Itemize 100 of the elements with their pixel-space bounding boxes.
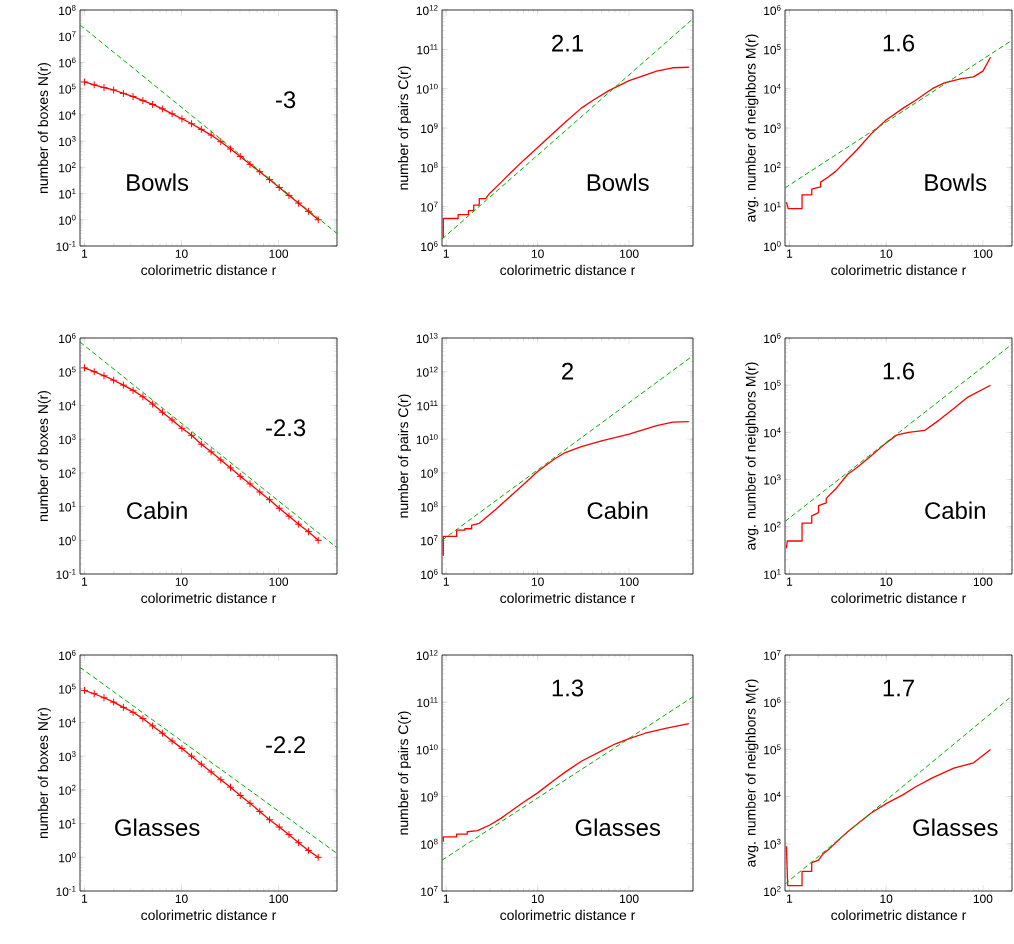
point (314, 536, 323, 545)
y-tick-label: 10$^{8}$ (421, 501, 438, 512)
annotation: 1.6 (883, 34, 915, 52)
point (158, 408, 167, 417)
point (80, 363, 89, 372)
point (187, 119, 196, 128)
annotation: Glasses (913, 818, 998, 837)
point (275, 823, 284, 832)
y-tick-label: 10$^{11}$ (417, 697, 438, 708)
point (138, 392, 147, 401)
y-tick-label: 10$^{3}$ (764, 474, 781, 485)
point (177, 744, 186, 753)
point (226, 463, 235, 472)
y-tick-label: 10$^{0}$ (59, 535, 76, 546)
y-tick-label: 10$^{3}$ (59, 751, 76, 762)
point (197, 760, 206, 769)
point (129, 386, 138, 395)
y-tick-label: 10$^{0}$ (59, 214, 76, 225)
y-tick-label: 10$^{7}$ (764, 650, 781, 660)
y-tick-label: 10$^{10}$ (416, 83, 438, 94)
point (284, 830, 293, 839)
y-tick-label: 10$^{1}$ (764, 569, 781, 579)
annotation: -2.3 (266, 419, 306, 437)
point (207, 131, 216, 140)
point (304, 527, 313, 536)
y-tick-label: 10$^{5}$ (764, 44, 781, 55)
y-tick-label: 10$^{12}$ (416, 366, 438, 377)
point (158, 104, 167, 113)
x-axis-title: colorimetric distance r (500, 909, 636, 921)
point (119, 381, 128, 390)
y-tick-label: 10$^{7}$ (421, 886, 438, 896)
x-tick-label: 10 (175, 894, 188, 903)
point (255, 807, 264, 816)
point (158, 729, 167, 738)
point (197, 440, 206, 449)
y-tick-label: 10$^{4}$ (59, 400, 76, 411)
x-tick-label: 10 (880, 577, 893, 586)
y-tick-label: 10$^{6}$ (421, 569, 438, 580)
point (90, 80, 99, 89)
point (109, 698, 118, 707)
point (207, 767, 216, 776)
y-tick-label: 10$^{3}$ (764, 122, 781, 133)
point (265, 495, 274, 504)
y-tick-label: 10$^{4}$ (764, 791, 781, 802)
x-axis-title: colorimetric distance r (141, 264, 277, 276)
point (265, 815, 274, 824)
y-axis-title: avg. number of neighbors M(r) (745, 34, 759, 222)
y-tick-label: 10$^{11}$ (417, 400, 438, 411)
y-tick-label: 10$^{1}$ (59, 501, 76, 512)
annotation: Cabin (587, 501, 648, 520)
y-tick-label: 10$^{2}$ (764, 162, 781, 173)
y-tick-label: 10$^{12}$ (416, 650, 438, 661)
point (129, 708, 138, 717)
point (138, 96, 147, 105)
x-tick-label: 10 (531, 249, 544, 258)
point (304, 846, 313, 855)
point (236, 152, 245, 161)
point (148, 721, 157, 730)
point (129, 92, 138, 101)
annotation: 1.3 (552, 679, 584, 697)
point (304, 207, 313, 216)
y-tick-label: 10$^{7}$ (59, 31, 76, 42)
annotation: Bowls (587, 173, 649, 192)
point (284, 512, 293, 521)
point (100, 83, 108, 92)
annotation: Bowls (127, 173, 189, 192)
point (80, 77, 89, 86)
y-axis-title: number of boxes N(r) (37, 391, 51, 521)
y-tick-label: 10$^{6}$ (764, 333, 781, 344)
point (109, 86, 118, 94)
x-axis-title: colorimetric distance r (831, 909, 967, 921)
y-tick-label: 10$^{10}$ (416, 744, 438, 755)
x-axis-title: colorimetric distance r (141, 909, 277, 921)
annotation: 2.1 (552, 34, 583, 52)
point (236, 472, 245, 481)
point (177, 424, 186, 433)
point (236, 791, 245, 800)
point (119, 703, 128, 712)
y-tick-label: 10$^{9}$ (421, 467, 438, 478)
y-tick-label: 10$^{0}$ (59, 852, 76, 863)
annotation: -3 (276, 91, 296, 109)
point (294, 199, 303, 208)
point (197, 125, 206, 134)
x-axis-title: colorimetric distance r (141, 592, 277, 604)
point (216, 456, 225, 465)
x-tick-label: 100 (973, 577, 993, 586)
point (246, 160, 254, 169)
point (168, 109, 177, 118)
point (314, 853, 323, 862)
y-tick-label: 10$^{-1}$ (56, 886, 76, 896)
y-tick-label: 10$^{4}$ (764, 427, 781, 438)
x-tick-label: 1 (443, 249, 449, 258)
x-tick-label: 1 (787, 249, 793, 258)
x-axis-title: colorimetric distance r (500, 592, 636, 604)
y-axis-title: number of pairs C(r) (397, 394, 411, 518)
annotation: 1.6 (883, 362, 915, 380)
point (90, 689, 99, 698)
point (226, 783, 235, 792)
y-tick-label: 10$^{2}$ (59, 784, 76, 795)
x-tick-label: 1 (82, 249, 88, 258)
